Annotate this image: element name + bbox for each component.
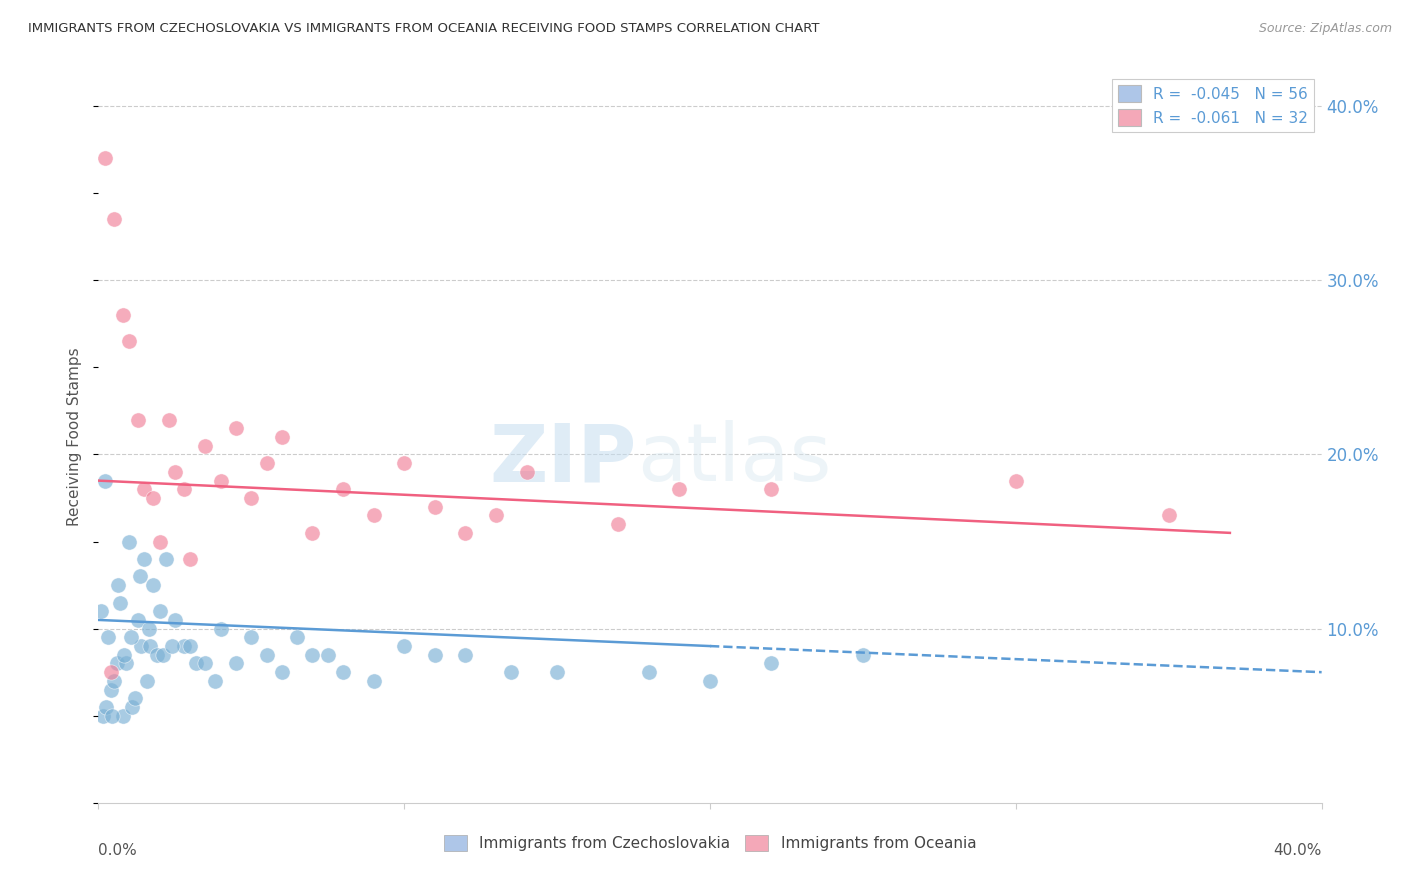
Point [128,569,150,583]
Point [1157,508,1180,523]
Point [638,665,661,680]
Point [852,648,875,662]
Point [179,552,201,566]
Point [194,657,217,671]
Point [179,639,201,653]
Text: atlas: atlas [637,420,831,498]
Point [103,673,125,688]
Point [97,631,120,645]
Point [423,648,446,662]
Point [163,613,186,627]
Point [149,604,172,618]
Point [761,657,783,671]
Point [163,465,186,479]
Point [316,648,339,662]
Point [225,657,247,671]
Point [256,456,278,470]
Point [134,552,156,566]
Point [115,657,138,671]
Point [142,491,165,505]
Text: 0.0%: 0.0% [98,843,138,858]
Point [240,631,263,645]
Point [155,552,177,566]
Point [91,708,114,723]
Point [194,439,217,453]
Point [160,639,183,653]
Point [134,483,156,497]
Point [101,708,124,723]
Point [111,708,134,723]
Point [186,657,208,671]
Point [124,691,146,706]
Point [121,700,143,714]
Point [301,648,323,662]
Point [120,631,142,645]
Point [111,308,134,322]
Point [209,474,232,488]
Point [225,421,247,435]
Point [118,334,141,349]
Point [94,700,117,714]
Point [332,665,354,680]
Point [173,483,195,497]
Point [363,508,385,523]
Point [256,648,278,662]
Point [668,483,690,497]
Point [93,474,115,488]
Point [127,412,149,426]
Point [454,525,477,540]
Point [157,412,180,426]
Legend: R =  -0.045   N = 56, R =  -0.061   N = 32: R = -0.045 N = 56, R = -0.061 N = 32 [1112,79,1315,132]
Point [105,657,128,671]
Point [285,631,308,645]
Point [1004,474,1026,488]
Point [516,465,538,479]
Point [112,648,135,662]
Point [100,665,122,680]
Point [118,534,141,549]
Point [392,456,416,470]
Point [149,534,172,549]
Point [142,578,165,592]
Point [129,639,152,653]
Point [127,613,149,627]
Text: ZIP: ZIP [489,420,637,498]
Point [204,673,226,688]
Point [136,673,159,688]
Point [392,639,416,653]
Y-axis label: Receiving Food Stamps: Receiving Food Stamps [67,348,83,526]
Point [240,491,263,505]
Point [485,508,508,523]
Text: IMMIGRANTS FROM CZECHOSLOVAKIA VS IMMIGRANTS FROM OCEANIA RECEIVING FOOD STAMPS : IMMIGRANTS FROM CZECHOSLOVAKIA VS IMMIGR… [28,22,820,36]
Point [138,622,160,636]
Point [699,673,721,688]
Point [332,483,354,497]
Point [454,648,477,662]
Point [108,595,131,609]
Text: 40.0%: 40.0% [1274,843,1322,858]
Point [363,673,385,688]
Point [173,639,195,653]
Point [761,483,783,497]
Point [152,648,174,662]
Point [607,517,630,532]
Point [423,500,446,514]
Point [145,648,167,662]
Point [139,639,162,653]
Point [209,622,232,636]
Point [103,212,125,227]
Point [501,665,523,680]
Point [93,152,115,166]
Text: Source: ZipAtlas.com: Source: ZipAtlas.com [1258,22,1392,36]
Point [90,604,112,618]
Point [270,665,294,680]
Point [100,682,122,697]
Point [301,525,323,540]
Point [107,578,129,592]
Point [270,430,294,444]
Point [546,665,568,680]
